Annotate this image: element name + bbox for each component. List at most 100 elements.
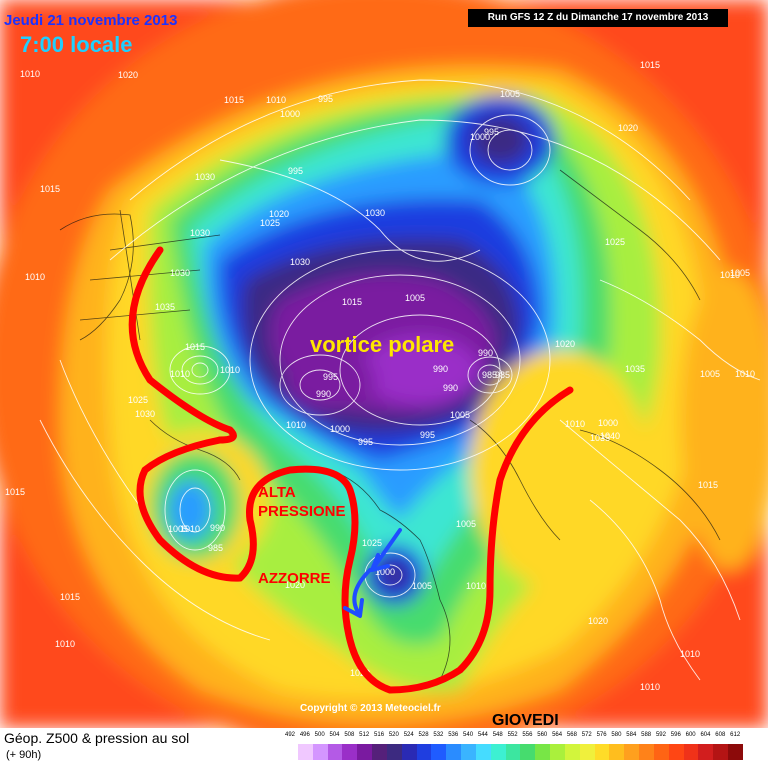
scale-swatch [505,744,521,760]
isobar-label: 1010 [55,639,75,649]
color-scale-labels: 492 496 500 504 508 512 516 520 524 528 532 536 540 5… [283,732,743,744]
scale-label: 532 [433,732,444,738]
isobar-label: 1015 [224,95,244,105]
scale-label: 608 [715,732,726,738]
isobar-label: 1030 [195,172,215,182]
scale-swatch [461,744,477,760]
isobar-label: 1030 [135,409,155,419]
isobar-label: 1000 [598,418,618,428]
scale-swatch [550,744,566,760]
isobar-label: 1025 [128,395,148,405]
scale-label: 568 [566,732,577,738]
isobar-label: 1015 [5,487,25,497]
scale-label: 524 [403,732,414,738]
high-pressure-label-2: PRESSIONE [258,503,346,520]
isobar-label: 1005 [450,410,470,420]
scale-label: 576 [596,732,607,738]
isobar-label: 1015 [40,184,60,194]
scale-swatch [698,744,714,760]
isobar-label: 1010 [640,682,660,692]
scale-label: 556 [522,732,533,738]
isobar-label: 1005 [500,89,520,99]
scale-label: 564 [552,732,563,738]
lead-time-label: (+ 90h) [6,749,42,761]
isobar-label: 1010 [20,69,40,79]
isobar-label: 1015 [342,297,362,307]
isobar-label: 1005 [730,268,750,278]
scale-swatch [668,744,685,760]
isobar-label: 995 [323,372,338,382]
scale-label: 572 [581,732,592,738]
isobar-label: 990 [210,523,225,533]
scale-swatch [416,744,432,760]
coastlines [59,169,721,681]
isobar-label: 1010 [170,369,190,379]
isobar-label: 1000 [375,567,395,577]
isobar-label: 1040 [600,431,620,441]
copyright: Copyright © 2013 Meteociel.fr [300,703,441,714]
scale-label: 504 [329,732,340,738]
scale-label: 512 [359,732,370,738]
isobar-label: 1005 [405,293,425,303]
isobar-label: 1020 [350,668,370,678]
isobar-label: 1005 [456,519,476,529]
product-label: Géop. Z500 & pression au sol [4,730,190,746]
isobar-label: 1000 [470,132,490,142]
isobar-label: 1030 [190,228,210,238]
scale-label: 528 [418,732,429,738]
scale-swatch [475,744,492,760]
isobar-label: 995 [484,127,499,137]
isobar-label: 1015 [640,60,660,70]
scale-swatch [401,744,418,760]
isobar-label: 990 [316,389,331,399]
isobar-label: 1020 [269,209,289,219]
color-scale-bar [283,744,744,760]
isobar-label: 1015 [698,480,718,490]
isobar-label: 1010 [266,95,286,105]
isobar-label: 1025 [260,218,280,228]
isobar-label: 1010 [180,524,200,534]
red-annotation-lines [128,246,574,694]
scale-swatch [327,744,343,760]
isobar-label: 1020 [555,339,575,349]
isobar-label: 1010 [680,649,700,659]
scale-swatch [386,744,403,760]
vortex-label: vortice polare [310,332,454,357]
isobar-label: 995 [358,437,373,447]
isobar-label: 995 [318,94,333,104]
isobar-label: 1025 [362,538,382,548]
scale-swatch [683,744,699,760]
scale-label: 588 [641,732,652,738]
isobar-label: 1035 [590,433,610,443]
scale-swatch [639,744,655,760]
isobar-label: 995 [288,166,303,176]
isobar-labels: 1020101510101005100099510301005995995100… [5,60,755,692]
scale-label: 544 [477,732,488,738]
isobar-label: 1010 [565,419,585,429]
isobar-label: 1005 [168,524,188,534]
isobar-label: 1010 [720,270,740,280]
scale-label: 516 [374,732,385,738]
isobar-label: 1020 [118,70,138,80]
isobar-label: 1035 [155,302,175,312]
isobar-label: 1020 [618,123,638,133]
isobar-label: 990 [433,364,448,374]
scale-label: 520 [388,732,399,738]
scale-swatch [728,744,744,760]
scale-swatch [653,744,670,760]
high-pressure-label-1: ALTA [258,484,296,501]
isobar-label: 1000 [280,109,300,119]
day-label: GIOVEDI [492,712,559,729]
isobar-label: 1015 [185,342,205,352]
scale-label: 548 [492,732,503,738]
isobar-label: 1020 [588,616,608,626]
scale-swatch [490,744,507,760]
scale-label: 492 [284,732,295,738]
forecast-date: Jeudi 21 novembre 2013 [4,12,178,29]
scale-swatch [624,744,640,760]
scale-swatch [297,744,314,760]
scale-swatch [283,744,299,760]
isobar-label: 985 [208,543,223,553]
scale-label: 612 [730,732,741,738]
scale-label: 500 [314,732,325,738]
